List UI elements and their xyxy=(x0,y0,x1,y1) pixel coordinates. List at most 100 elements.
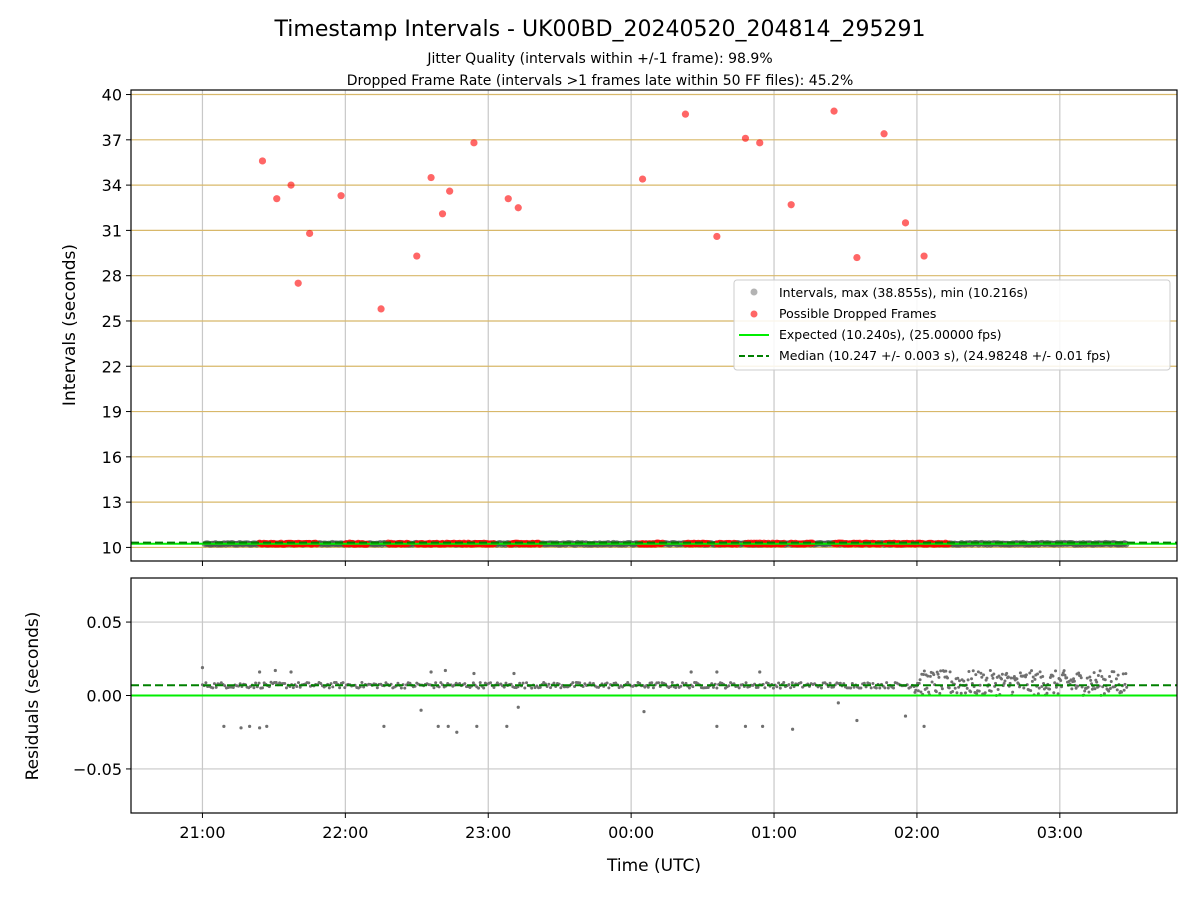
residual-point xyxy=(1079,676,1083,680)
residual-point xyxy=(523,686,527,690)
residual-point xyxy=(1033,677,1037,681)
x-axis-label: Time (UTC) xyxy=(606,856,701,876)
y-tick-label: 34 xyxy=(102,176,122,195)
residual-point xyxy=(994,681,998,685)
residual-point xyxy=(969,690,973,694)
residual-point xyxy=(918,678,922,682)
residual-point xyxy=(989,689,993,693)
dropped-frame-point xyxy=(306,229,314,238)
residual-point xyxy=(525,681,529,685)
residual-point xyxy=(265,724,269,728)
dropped-frame-point xyxy=(741,134,750,142)
residual-point xyxy=(1124,672,1128,676)
residual-point xyxy=(1077,671,1081,675)
dropped-frame-point xyxy=(830,107,838,115)
residual-point xyxy=(482,686,486,690)
residual-point xyxy=(836,701,840,705)
residual-point xyxy=(214,685,218,689)
y-tick-label: 16 xyxy=(102,448,122,467)
residual-point xyxy=(254,681,258,685)
residual-point xyxy=(744,681,748,685)
x-tick-label: 01:00 xyxy=(751,823,797,842)
residual-point xyxy=(1076,684,1080,688)
dropped-frame-point xyxy=(756,139,764,147)
residuals-x-ticks: 21:00 22:00 23:00 00:00 01:00 02:00 03:00 xyxy=(179,813,1083,842)
residual-point xyxy=(273,668,277,673)
residual-point xyxy=(778,686,782,690)
residual-point xyxy=(928,674,932,678)
x-tick-label: 23:00 xyxy=(465,823,511,842)
residual-point xyxy=(955,691,959,695)
residual-point xyxy=(1031,675,1035,679)
dropped-frame-point xyxy=(273,195,281,203)
residual-point xyxy=(258,726,262,730)
residuals-y-ticks: 0.05 0.00 −0.05 xyxy=(73,613,131,779)
residual-point xyxy=(869,686,873,690)
residual-point xyxy=(914,688,918,692)
residual-point xyxy=(1040,685,1044,689)
residual-point xyxy=(980,675,984,679)
residual-point xyxy=(1122,688,1126,692)
residual-point xyxy=(991,676,995,680)
y-tick-label: 19 xyxy=(102,403,122,422)
legend-label-dropped: Possible Dropped Frames xyxy=(779,306,936,321)
residual-point xyxy=(758,670,762,674)
residual-point xyxy=(222,724,226,728)
chart-subtitle-line-1: Jitter Quality (intervals within +/-1 fr… xyxy=(426,51,772,67)
residual-point xyxy=(434,681,438,685)
residual-point xyxy=(689,670,693,674)
residual-point xyxy=(976,670,980,674)
residual-point xyxy=(492,685,496,689)
intervals-grid xyxy=(131,90,1177,561)
residual-point xyxy=(375,686,379,690)
residual-point xyxy=(200,665,205,670)
residual-point xyxy=(885,681,889,685)
residual-point xyxy=(296,681,300,685)
residual-point xyxy=(1108,687,1112,691)
residual-point xyxy=(871,682,875,686)
residual-point xyxy=(1120,690,1124,694)
residual-point xyxy=(1048,687,1052,691)
residual-point xyxy=(958,679,962,683)
dropped-frame-point xyxy=(287,181,295,189)
residual-point xyxy=(978,683,982,687)
residual-point xyxy=(1015,677,1019,681)
residual-point xyxy=(965,686,969,690)
residual-point xyxy=(681,681,685,685)
residual-point xyxy=(874,686,878,690)
residual-point xyxy=(530,686,534,690)
residual-point xyxy=(478,681,482,685)
residual-point xyxy=(862,681,866,685)
y-tick-label: 28 xyxy=(102,267,122,286)
residual-point xyxy=(1074,686,1078,690)
residual-point xyxy=(1054,669,1058,673)
residual-point xyxy=(1087,690,1091,694)
residual-point xyxy=(849,686,853,690)
residual-point xyxy=(257,681,261,685)
residual-point xyxy=(838,681,842,685)
residual-point xyxy=(1065,676,1069,680)
x-tick-label: 03:00 xyxy=(1037,823,1083,842)
residual-point xyxy=(940,687,944,691)
residual-point xyxy=(504,681,508,685)
residual-point xyxy=(403,686,407,690)
residual-point xyxy=(429,670,433,674)
dropped-frame-point xyxy=(514,204,522,212)
dropped-frame-point xyxy=(787,201,795,209)
residual-point xyxy=(997,674,1001,678)
residual-point xyxy=(791,727,795,731)
residual-point xyxy=(1090,687,1094,691)
residual-point xyxy=(831,685,835,689)
residual-point xyxy=(1114,677,1118,681)
residual-point xyxy=(248,724,252,728)
residual-point xyxy=(1012,675,1016,679)
residual-point xyxy=(926,674,930,678)
residual-point xyxy=(670,680,674,684)
residuals-panel: 0.05 0.00 −0.05 21:00 22:00 23:00 00:00 01:00 0… xyxy=(23,577,1178,876)
residual-point xyxy=(239,726,243,730)
residual-point xyxy=(925,686,929,690)
residual-point xyxy=(1059,678,1063,682)
residual-point xyxy=(727,684,731,688)
residual-point xyxy=(1112,670,1116,674)
residual-point xyxy=(204,681,208,685)
